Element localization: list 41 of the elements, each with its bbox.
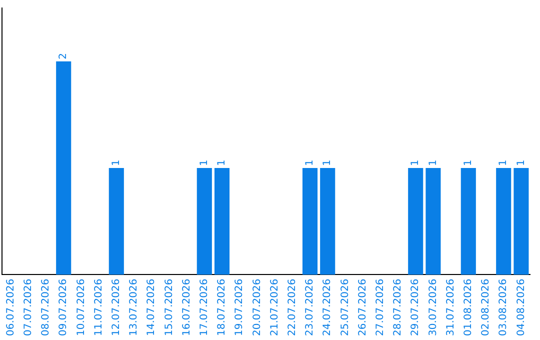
x-tick-label: 09.07.2026 — [58, 278, 70, 336]
data-label: 1 — [304, 160, 316, 166]
x-tick-label: 06.07.2026 — [5, 278, 16, 336]
x-tick-label: 01.08.2026 — [462, 278, 474, 336]
data-label: 1 — [216, 160, 228, 166]
x-tick-label: 18.07.2026 — [216, 278, 228, 336]
x-tick-label: 20.07.2026 — [252, 278, 263, 336]
x-tick-label: 14.07.2026 — [146, 278, 158, 336]
data-label: 1 — [110, 160, 122, 166]
x-tick-label: 17.07.2026 — [198, 278, 210, 336]
data-label: 1 — [322, 160, 334, 166]
x-tick-label: 15.07.2026 — [164, 278, 175, 336]
data-label: 1 — [198, 160, 210, 166]
data-label: 1 — [428, 160, 439, 166]
x-tick-label: 30.07.2026 — [428, 278, 439, 336]
x-tick-label: 12.07.2026 — [110, 278, 122, 336]
x-tick-label: 19.07.2026 — [234, 278, 246, 336]
x-tick-label: 23.07.2026 — [304, 278, 316, 336]
x-tick-label: 29.07.2026 — [410, 278, 422, 336]
x-tick-label: 25.07.2026 — [340, 278, 351, 336]
data-label: 1 — [410, 160, 422, 166]
x-tick-label: 21.07.2026 — [269, 278, 280, 336]
x-tick-label: 02.08.2026 — [480, 278, 492, 336]
data-label: 1 — [462, 160, 474, 166]
x-tick-label: 27.07.2026 — [374, 278, 386, 336]
x-tick-label: 28.07.2026 — [392, 278, 404, 336]
x-tick-label: 03.08.2026 — [498, 278, 510, 336]
x-tick-label: 16.07.2026 — [181, 278, 192, 336]
x-tick-label: 31.07.2026 — [445, 278, 456, 336]
x-tick-label: 26.07.2026 — [357, 278, 368, 336]
data-label: 2 — [58, 52, 70, 60]
x-tick-label: 08.07.2026 — [40, 278, 52, 336]
data-label: 1 — [516, 160, 527, 166]
x-tick-label: 04.08.2026 — [516, 278, 527, 336]
data-label: 1 — [498, 160, 510, 166]
x-tick-label: 22.07.2026 — [286, 278, 298, 336]
x-tick-label: 10.07.2026 — [76, 278, 87, 336]
x-tick-label: 24.07.2026 — [322, 278, 334, 336]
x-tick-label: 07.07.2026 — [22, 278, 34, 336]
x-tick-label: 13.07.2026 — [128, 278, 140, 336]
x-tick-label: 11.07.2026 — [93, 278, 104, 336]
